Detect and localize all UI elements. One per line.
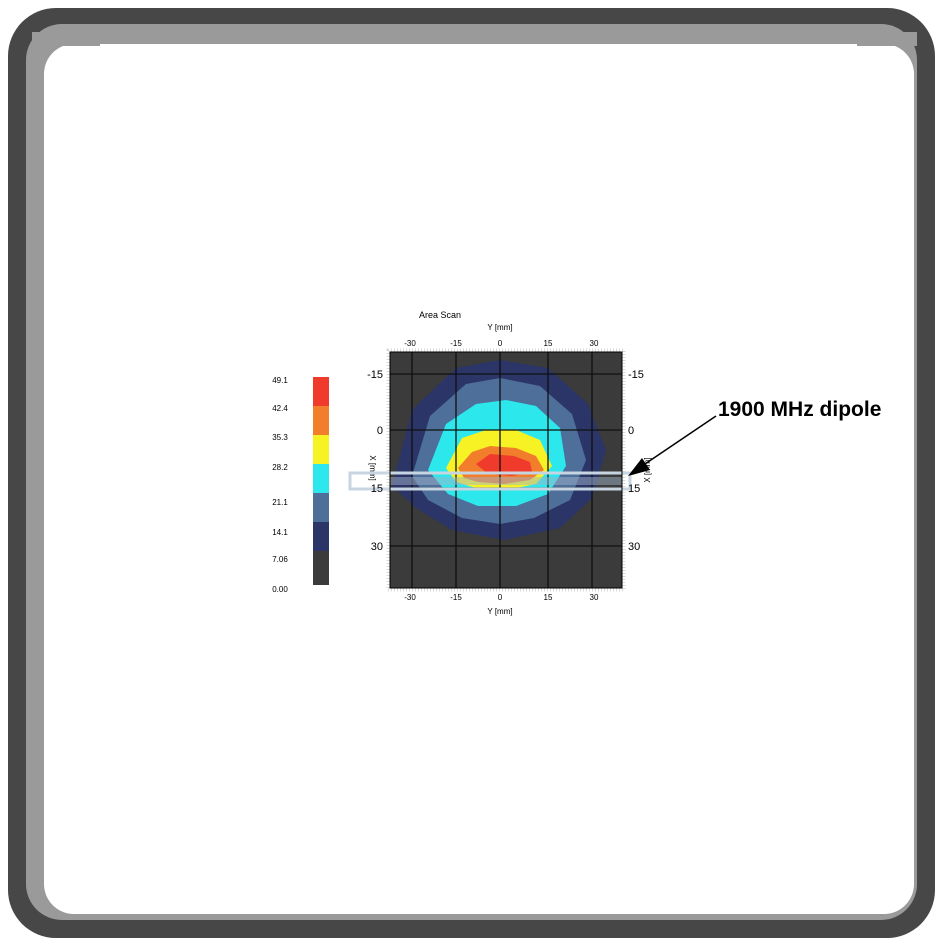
x-axis-label-top: Y [mm] [487,323,512,332]
y-tick-right-1: 0 [628,425,634,437]
x-axis-label-bottom: Y [mm] [487,607,512,616]
legend-label-2: 35.3 [272,433,288,442]
y-tick-left-0: -15 [367,369,383,381]
x-ticks-top: -30 -15 0 15 30 [404,339,599,348]
y-tick-right-3: 30 [628,541,640,553]
y-tick-right-0: -15 [628,369,644,381]
legend-swatch-4 [313,493,329,522]
contour-level-1 [476,454,532,476]
plot-frame [389,351,623,589]
chart-title: Area Scan [419,310,461,320]
legend-label-3: 28.2 [272,463,288,472]
legend-swatch-2 [313,435,329,464]
plot-border [386,348,626,592]
y-tick-left-3: 30 [371,541,383,553]
annotation-arrow [628,415,717,476]
y-ticks-left: -15 0 15 30 [367,369,383,553]
x-tick-top-2: 0 [498,339,503,348]
legend-swatch-1 [313,406,329,435]
legend-swatch-0 [313,377,329,406]
legend-label-4: 21.1 [272,498,288,507]
x-tick-bottom-0: -30 [404,593,416,602]
legend-label-7: 0.00 [272,585,288,594]
x-tick-top-4: 30 [590,339,599,348]
y-ticks-right: -15 0 15 30 [628,369,644,553]
x-tick-top-3: 15 [544,339,553,348]
x-tick-bottom-4: 30 [590,593,599,602]
x-tick-bottom-2: 0 [498,593,503,602]
x-tick-top-0: -30 [404,339,416,348]
legend-swatch-5 [313,522,329,551]
y-tick-right-2: 15 [628,483,640,495]
y-axis-label: X [mm] [368,455,377,480]
x-tick-top-1: -15 [450,339,462,348]
y-tick-left-1: 0 [377,425,383,437]
dipole-body [390,477,622,485]
legend-swatch-3 [313,464,329,493]
legend-label-0: 49.1 [272,376,288,385]
x-tick-bottom-3: 15 [544,593,553,602]
x-tick-bottom-1: -15 [450,593,462,602]
legend-label-6: 7.06 [272,555,288,564]
y-tick-left-2: 15 [371,483,383,495]
legend-swatch-6 [313,551,329,585]
legend-label-5: 14.1 [272,528,288,537]
x-ticks-bottom: -30 -15 0 15 30 [404,593,599,602]
dipole-outline [348,471,632,491]
dipole-annotation: 1900 MHz dipole [718,398,882,421]
color-legend: 49.1 42.4 35.3 28.2 21.1 14.1 7.06 0.00 [272,376,329,594]
legend-label-1: 42.4 [272,404,288,413]
